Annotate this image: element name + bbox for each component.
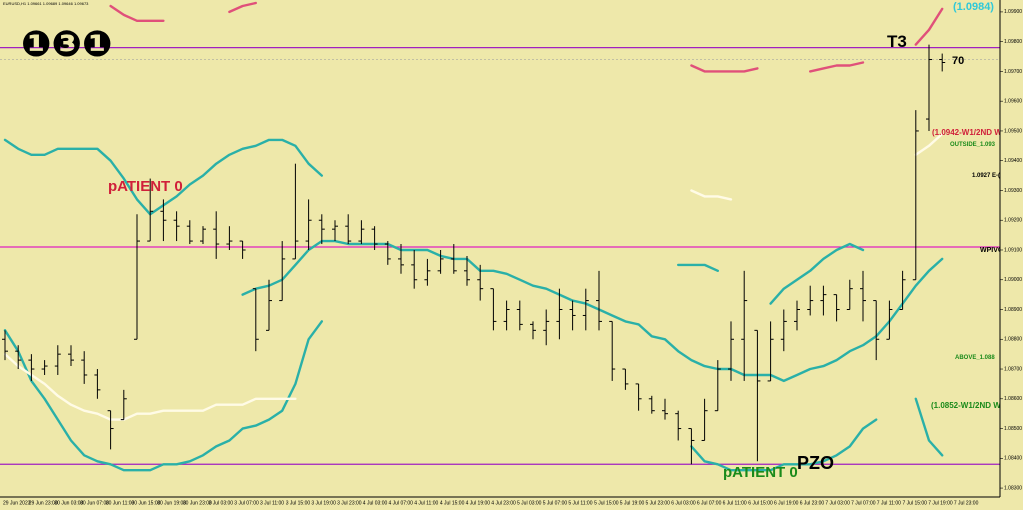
annotation: (1.0984) — [953, 1, 994, 13]
indicator-line — [109, 1, 944, 73]
y-tick-label: 1.09700 — [1004, 69, 1022, 75]
x-tick-label: 30 Jun 07:00 — [80, 500, 109, 506]
x-tick-label: 5 Jul 03:00 — [517, 500, 542, 506]
x-tick-label: 7 Jul 11:00 — [877, 500, 901, 506]
x-tick-label: 5 Jul 07:00 — [543, 500, 568, 506]
x-tick-label: 7 Jul 23:00 — [954, 500, 979, 506]
annotations: ❶❸❶ pATIENT 0 T3 70 (1.0984) (1.0942-W1/… — [21, 1, 1004, 481]
y-tick-label: 1.09000 — [1004, 277, 1022, 283]
x-tick-label: 30 Jun 03:00 — [54, 500, 83, 506]
y-tick-label: 1.08400 — [1004, 456, 1022, 462]
annotation: PZO — [797, 453, 834, 473]
y-tick-label: 1.08800 — [1004, 337, 1022, 343]
indicator-line — [241, 239, 944, 383]
marks-layer — [0, 1, 1000, 472]
y-tick-label: 1.09100 — [1004, 247, 1022, 253]
x-tick-label: 30 Jun 11:00 — [106, 500, 135, 506]
x-tick-label: 5 Jul 19:00 — [620, 500, 645, 506]
annotation: 70 — [952, 55, 964, 67]
x-tick-label: 3 Jul 07:00 — [234, 500, 259, 506]
annotation: pATIENT 0 — [723, 464, 798, 481]
header: EURUSD,H1 1.09661 1.09689 1.09646 1.0967… — [3, 1, 89, 6]
x-tick-label: 30 Jun 23:00 — [183, 500, 212, 506]
y-tick-label: 1.08900 — [1004, 307, 1022, 313]
x-tick-label: 6 Jul 19:00 — [774, 500, 799, 506]
annotation: ABOVE_1.088 — [955, 355, 995, 361]
y-tick-label: 1.09300 — [1004, 188, 1022, 194]
x-tick-label: 6 Jul 23:00 — [800, 500, 825, 506]
y-tick-label: 1.09900 — [1004, 9, 1022, 15]
x-tick-label: 6 Jul 15:00 — [748, 500, 773, 506]
y-tick-label: 1.09400 — [1004, 158, 1022, 164]
x-tick-label: 7 Jul 07:00 — [851, 500, 876, 506]
x-tick-label: 29 Jun 2023 — [3, 500, 31, 506]
x-tick-label: 4 Jul 23:00 — [491, 500, 516, 506]
x-tick-label: 7 Jul 03:00 — [825, 500, 850, 506]
annotation: (1.0852-W1/2ND W — [931, 401, 1001, 410]
x-tick-label: 4 Jul 03:00 — [363, 500, 388, 506]
annotation: T3 — [887, 32, 907, 51]
x-tick-label: 3 Jul 19:00 — [311, 500, 336, 506]
annotation: (1.0942-W1/2ND W — [932, 128, 1002, 137]
y-tick-label: 1.09200 — [1004, 218, 1022, 224]
x-tick-label: 30 Jun 15:00 — [132, 500, 161, 506]
x-tick-label: 3 Jul 11:00 — [260, 500, 284, 506]
y-tick-label: 1.09600 — [1004, 99, 1022, 105]
y-tick-label: 1.08500 — [1004, 426, 1022, 432]
y-tick-label: 1.08700 — [1004, 366, 1022, 372]
x-tick-label: 7 Jul 19:00 — [928, 500, 953, 506]
annotation: OUTSIDE_1.093 — [950, 142, 996, 148]
indicator-line — [3, 320, 944, 472]
indicator-line — [3, 132, 944, 421]
x-tick-label: 3 Jul 03:00 — [209, 500, 234, 506]
x-tick-label: 4 Jul 11:00 — [414, 500, 438, 506]
x-tick-label: 30 Jun 19:00 — [157, 500, 186, 506]
x-tick-label: 5 Jul 11:00 — [568, 500, 592, 506]
x-tick-label: 5 Jul 15:00 — [594, 500, 619, 506]
x-tick-label: 4 Jul 15:00 — [440, 500, 465, 506]
annotation: 1.0927 E-( — [972, 173, 1000, 179]
x-tick-label: 4 Jul 07:00 — [389, 500, 414, 506]
y-tick-label: 1.09500 — [1004, 128, 1022, 134]
annotation: WPIVO — [980, 247, 1004, 254]
annotation: ❶❸❶ — [21, 24, 112, 65]
x-tick-label: 7 Jul 15:00 — [903, 500, 928, 506]
y-tick-label: 1.08600 — [1004, 396, 1022, 402]
x-tick-label: 5 Jul 23:00 — [646, 500, 671, 506]
x-tick-label: 4 Jul 19:00 — [466, 500, 491, 506]
x-tick-label: 6 Jul 07:00 — [697, 500, 722, 506]
x-tick-label: 6 Jul 11:00 — [723, 500, 747, 506]
annotation: pATIENT 0 — [108, 178, 183, 195]
x-tick-label: 3 Jul 23:00 — [337, 500, 362, 506]
x-tick-label: 29 Jun 23:00 — [29, 500, 58, 506]
y-tick-label: 1.09800 — [1004, 39, 1022, 45]
x-tick-label: 6 Jul 03:00 — [671, 500, 696, 506]
x-tick-label: 3 Jul 15:00 — [286, 500, 311, 506]
y-tick-label: 1.08300 — [1004, 485, 1022, 491]
